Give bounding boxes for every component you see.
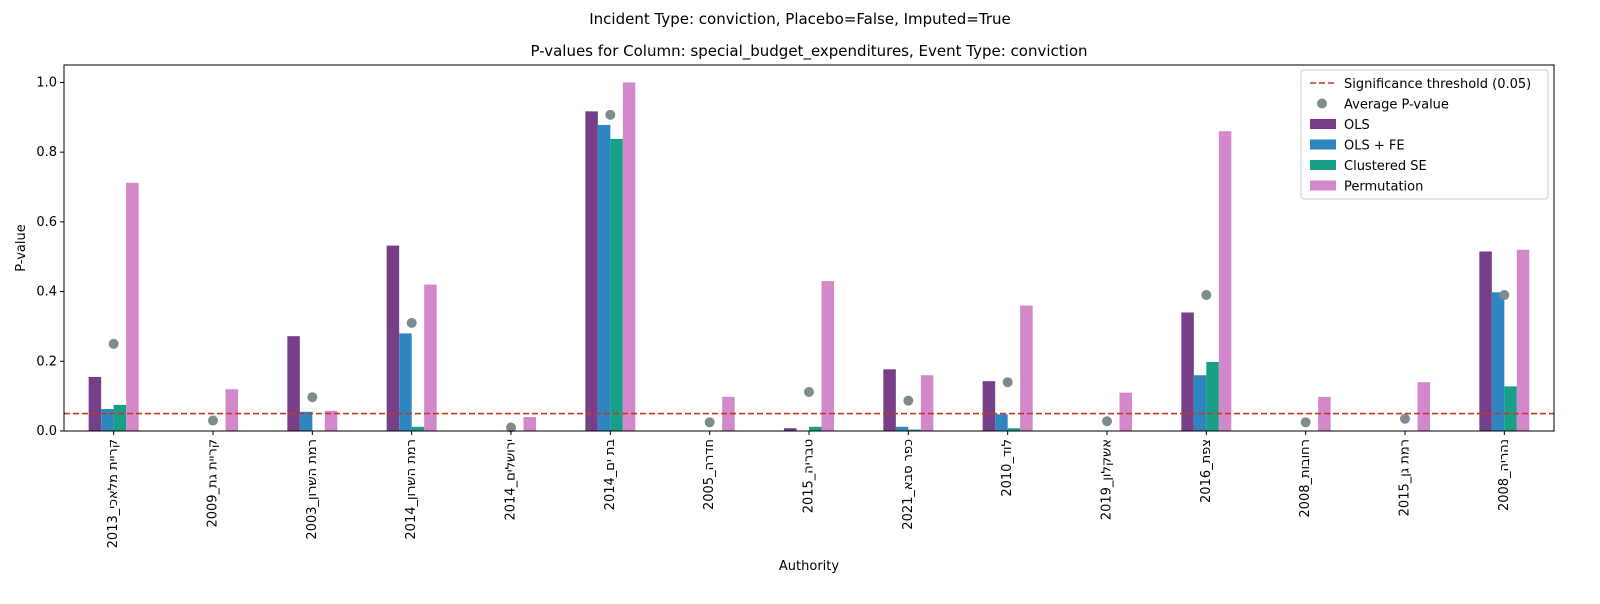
bar-permutation-3 [424, 284, 437, 431]
bar-ols-fe-9 [995, 414, 1008, 431]
x-tick-label-2: רמת השרון_2003 [305, 439, 320, 540]
x-tick-label-11: צפת_2016 [1199, 439, 1214, 503]
bar-clustered-se-5 [610, 138, 623, 431]
bar-ols-11 [1181, 312, 1194, 431]
x-tick-label-8: כפר סבא_2021 [901, 439, 916, 530]
bar-permutation-9 [1020, 305, 1033, 431]
legend-label-threshold: Significance threshold (0.05) [1344, 77, 1531, 92]
average-point-6 [704, 417, 715, 428]
legend-label-ols-fe: OLS + FE [1344, 139, 1405, 154]
legend-box [1300, 69, 1549, 200]
y-tick-label-2: 0.4 [36, 285, 57, 300]
bar-permutation-10 [1119, 392, 1132, 431]
x-tick-label-6: חדרה_2005 [702, 439, 717, 510]
bar-permutation-1 [225, 389, 238, 431]
legend: Significance threshold (0.05) Average P-v… [1300, 69, 1549, 200]
average-point-1 [208, 415, 218, 426]
x-tick-label-5: בת ים_2014 [603, 439, 618, 510]
x-tick-label-0: קריית מלאכי_2013 [106, 439, 121, 548]
bar-ols-0 [88, 376, 102, 431]
bar-permutation-7 [821, 281, 834, 431]
x-tick-label-7: טבריה_2015 [802, 439, 817, 513]
bar-ols-fe-2 [299, 411, 313, 431]
bar-ols-5 [585, 111, 598, 432]
average-point-3 [406, 317, 417, 328]
bar-ols-fe-14 [1491, 292, 1505, 431]
bar-permutation-2 [324, 410, 338, 431]
y-axis-label: P-value [14, 224, 29, 271]
x-tick-label-4: ירושלים_2014 [504, 439, 519, 521]
legend-label-ols: OLS [1344, 118, 1370, 133]
y-tick-label-4: 0.8 [36, 145, 57, 160]
legend-swatch-clustered-se [1310, 160, 1336, 170]
bar-clustered-se-9 [1007, 428, 1021, 431]
average-point-11 [1201, 290, 1212, 301]
bar-ols-3 [386, 245, 400, 431]
bar-permutation-11 [1218, 131, 1232, 431]
bar-ols-8 [883, 369, 896, 431]
bar-clustered-se-7 [809, 426, 822, 431]
y-tick-label-0: 0.0 [36, 424, 57, 439]
bar-permutation-14 [1516, 249, 1530, 431]
bar-permutation-5 [622, 82, 636, 431]
average-point-5 [605, 109, 616, 120]
legend-swatch-ols [1310, 119, 1336, 129]
bar-ols-9 [982, 381, 996, 431]
bar-ols-fe-11 [1193, 375, 1207, 431]
axes-frame [63, 64, 1555, 432]
x-tick-label-10: אשקלון_2019 [1100, 439, 1115, 520]
chart-title: P-values for Column: special_budget_expe… [530, 42, 1087, 61]
legend-swatch-ols-fe [1310, 139, 1336, 150]
average-point-14 [1499, 290, 1510, 301]
x-tick-label-12: רחובות_2008 [1298, 439, 1313, 518]
y-tick-label-5: 1.0 [36, 75, 57, 90]
bar-permutation-4 [523, 417, 536, 431]
average-point-8 [903, 395, 914, 406]
bar-ols-7 [784, 428, 797, 431]
bar-clustered-se-14 [1504, 386, 1517, 431]
average-point-0 [108, 338, 119, 349]
bar-ols-14 [1479, 251, 1492, 431]
bar-ols-fe-5 [597, 124, 611, 431]
bar-clustered-se-11 [1206, 361, 1219, 431]
plot-area: 0.0 0.2 0.4 0.6 0.8 1.0 קריית מלאכי_2013 קריית … [36, 75, 1554, 548]
legend-swatch-average [1317, 98, 1327, 109]
average-point-4 [506, 422, 516, 433]
x-tick-label-1: קריית גת_2009 [206, 439, 221, 528]
average-point-9 [1002, 377, 1013, 388]
bar-permutation-13 [1417, 382, 1430, 431]
x-tick-label-13: רמת גן_2015 [1398, 439, 1413, 516]
average-point-13 [1400, 413, 1410, 424]
x-axis-label: Authority [779, 559, 839, 574]
bar-ols-fe-8 [895, 426, 909, 431]
average-point-12 [1300, 417, 1311, 428]
y-tick-label-1: 0.2 [36, 354, 57, 369]
legend-label-clustered-se: Clustered SE [1344, 159, 1427, 174]
average-point-10 [1102, 416, 1112, 427]
average-point-7 [804, 386, 814, 397]
bar-permutation-6 [722, 396, 735, 431]
bar-clustered-se-0 [113, 404, 127, 431]
figure-suptitle: Incident Type: conviction, Placebo=False… [589, 10, 1010, 28]
x-tick-label-9: לוד_2010 [1000, 439, 1015, 497]
legend-swatch-permutation [1310, 180, 1336, 191]
y-tick-label-3: 0.6 [36, 215, 57, 230]
bar-permutation-0 [126, 182, 139, 431]
bar-permutation-8 [920, 375, 934, 431]
bar-ols-fe-3 [399, 333, 412, 431]
x-tick-label-14: נהריה_2008 [1497, 439, 1512, 511]
average-point-2 [307, 392, 318, 403]
bar-ols-2 [287, 336, 300, 431]
bar-ols-fe-0 [101, 409, 114, 431]
legend-label-average: Average P-value [1344, 98, 1449, 113]
legend-label-permutation: Permutation [1344, 180, 1423, 195]
x-tick-label-3: רמת השרון_2014 [404, 439, 419, 540]
bar-clustered-se-8 [908, 429, 921, 431]
bar-clustered-se-3 [411, 426, 425, 431]
